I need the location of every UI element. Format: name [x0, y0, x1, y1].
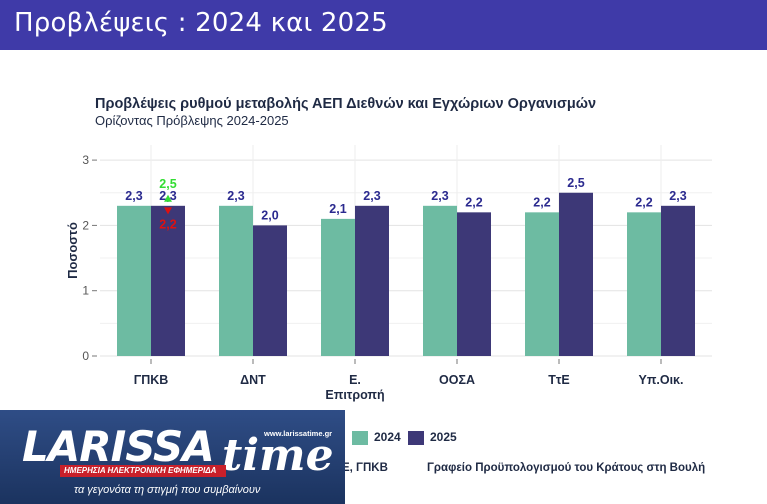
legend-swatch-2025 — [408, 430, 424, 445]
bar-2024 — [321, 218, 355, 356]
bar-value-label: 2,3 — [125, 189, 142, 203]
bar-value-label: 2,2 — [465, 195, 482, 209]
up-arrow-icon — [164, 194, 172, 202]
legend-item-2025: 2025 — [408, 430, 457, 445]
bar-2025 — [253, 225, 287, 356]
source-note-right: Γραφείο Προϋπολογισμού του Κράτους στη Β… — [427, 462, 706, 474]
bar-2024 — [627, 212, 661, 356]
x-tick-label: ΔΝΤ — [240, 373, 266, 387]
bar-value-label: 2,3 — [431, 189, 448, 203]
bar-value-label: 2,0 — [261, 208, 278, 222]
bar-2025 — [151, 205, 185, 356]
source-note-left: Ε, ΓΠΚΒ — [342, 462, 388, 474]
bar-2024 — [423, 205, 457, 356]
legend-label-2025: 2025 — [430, 430, 457, 444]
chart-subtitle: Ορίζοντας Πρόβλεψης 2024-2025 — [95, 113, 289, 128]
logo-subtitle: ΗΜΕΡΗΣΙΑ ΗΛΕΚΤΡΟΝΙΚΗ ΕΦΗΜΕΡΙΔΑ — [64, 466, 217, 475]
legend-item-2024: 2024 — [352, 430, 401, 445]
larissatime-logo[interactable]: www.larissatime.gr LARISSA time ΗΜΕΡΗΣΙΑ… — [0, 410, 345, 504]
logo-brand: LARISSA — [22, 422, 215, 471]
x-tick-label: ΤτΕ — [548, 373, 570, 387]
bar-2025 — [355, 205, 389, 356]
page-title: Προβλέψεις : 2024 και 2025 — [14, 8, 388, 38]
bar-value-label: 2,3 — [363, 189, 380, 203]
header-bar: Προβλέψεις : 2024 και 2025 — [0, 0, 767, 50]
bar-2025 — [457, 212, 491, 356]
logo-tagline: τα γεγονότα τη στιγμή που συμβαίνουν — [74, 484, 261, 496]
bar-value-label: 2,5 — [567, 176, 584, 190]
bar-value-label: 2,3 — [669, 189, 686, 203]
bar-value-label: 2,3 — [227, 189, 244, 203]
x-tick-label: Υπ.Οικ. — [638, 373, 683, 387]
legend-label-2024: 2024 — [374, 430, 401, 444]
bar-2024 — [117, 205, 151, 356]
down-arrow-icon — [164, 207, 172, 215]
y-tick-label: 0 — [82, 349, 89, 363]
x-tick-label: Ε. — [349, 373, 361, 387]
bar-value-label: 2,1 — [329, 202, 346, 216]
annotation-label-down: 2,2 — [159, 217, 176, 231]
logo-red-bar — [60, 465, 226, 477]
x-tick-label: Επιτροπή — [325, 388, 384, 402]
y-tick-label: 1 — [82, 284, 89, 298]
bar-value-label: 2,2 — [635, 195, 652, 209]
bar-2025 — [559, 192, 593, 356]
bar-value-label: 2,2 — [533, 195, 550, 209]
chart-title: Προβλέψεις ρυθμού μεταβολής ΑΕΠ Διεθνών … — [95, 96, 597, 112]
logo-url: www.larissatime.gr — [264, 429, 333, 438]
y-tick-label: 3 — [82, 153, 89, 167]
bar-2024 — [525, 212, 559, 356]
x-tick-label: ΓΠΚΒ — [134, 373, 169, 387]
y-tick-label: 2 — [82, 218, 89, 232]
bar-2025 — [661, 205, 695, 356]
annotation-label-up: 2,5 — [159, 177, 176, 191]
legend-swatch-2024 — [352, 430, 368, 445]
y-axis-label: Ποσοστό — [65, 222, 80, 279]
logo-brand-suffix: time — [222, 430, 334, 481]
bar-2024 — [219, 205, 253, 356]
x-tick-label: ΟΟΣΑ — [439, 373, 475, 387]
